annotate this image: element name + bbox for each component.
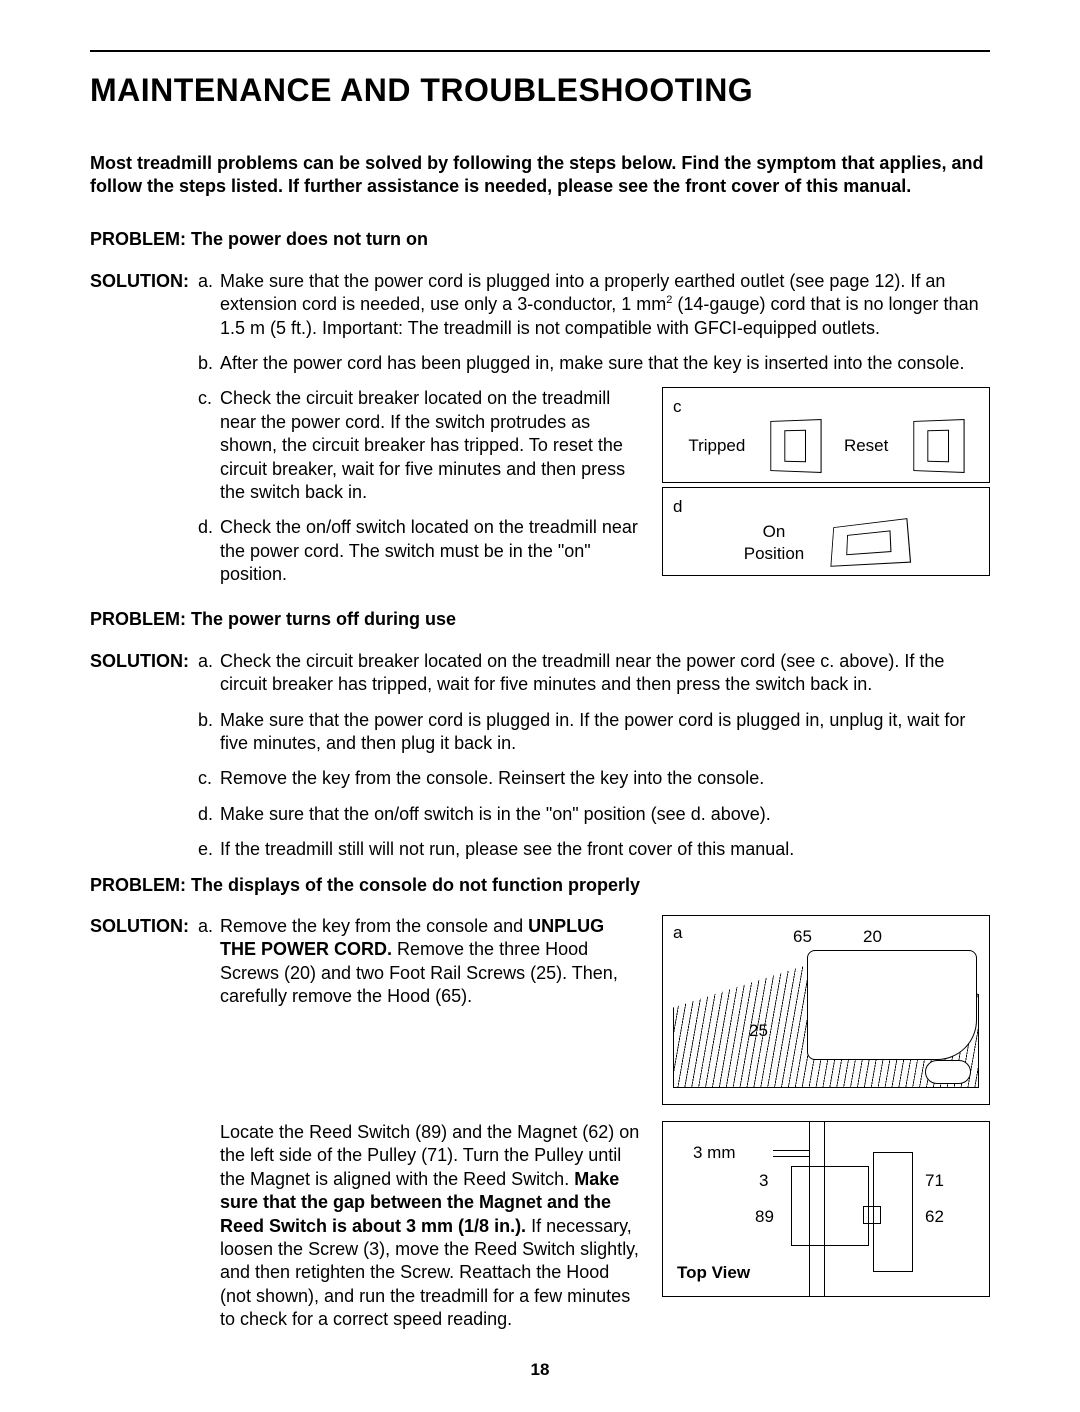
list-letter: b. xyxy=(198,352,220,375)
reset-switch-icon xyxy=(913,419,964,473)
tripped-switch-icon xyxy=(770,419,821,473)
problem3-solution-a: SOLUTION: a. Remove the key from the con… xyxy=(90,915,644,1009)
problem2-solution-e: e. If the treadmill still will not run, … xyxy=(90,838,990,861)
list-letter: c. xyxy=(198,767,220,790)
figure-tag: c xyxy=(673,396,979,418)
list-letter: c. xyxy=(198,387,220,504)
list-letter: e. xyxy=(198,838,220,861)
solution-text: Make sure that the power cord is plugged… xyxy=(220,270,990,340)
figure-tag: a xyxy=(673,922,682,944)
problem2-heading: PROBLEM: The power turns off during use xyxy=(90,608,990,631)
problem1-solution-b: b. After the power cord has been plugged… xyxy=(90,352,990,375)
text-line: Position xyxy=(744,543,804,565)
solution-text: Check the on/off switch located on the t… xyxy=(220,516,644,586)
list-letter: a. xyxy=(198,270,220,340)
solution-text: After the power cord has been plugged in… xyxy=(220,352,990,375)
top-rule xyxy=(90,50,990,52)
solution-text: Make sure that the on/off switch is in t… xyxy=(220,803,990,826)
solution-label: SOLUTION: xyxy=(90,650,198,697)
solution-text: Check the circuit breaker located on the… xyxy=(220,650,990,697)
list-letter: d. xyxy=(198,803,220,826)
solution-text: Remove the key from the console. Reinser… xyxy=(220,767,990,790)
solution-text: If the treadmill still will not run, ple… xyxy=(220,838,990,861)
list-letter: a. xyxy=(198,915,220,1009)
problem2-solution-a: SOLUTION: a. Check the circuit breaker l… xyxy=(90,650,990,697)
figure-title: Top View xyxy=(677,1262,750,1284)
gap-line-icon xyxy=(773,1156,809,1158)
solution-label: SOLUTION: xyxy=(90,270,198,340)
list-letter: d. xyxy=(198,516,220,586)
treadmill-roller-icon xyxy=(925,1060,971,1084)
gap-line-icon xyxy=(773,1150,809,1152)
figure-tag: d xyxy=(673,496,979,518)
intro-paragraph: Most treadmill problems can be solved by… xyxy=(90,152,990,199)
figure-top-view: 3 mm 3 71 89 62 Top View xyxy=(662,1121,990,1297)
problem3-paragraph-2: Locate the Reed Switch (89) and the Magn… xyxy=(220,1121,644,1332)
solution-text: Check the circuit breaker located on the… xyxy=(220,387,644,504)
problem1-solution-c: c. Check the circuit breaker located on … xyxy=(90,387,644,504)
problem1-heading: PROBLEM: The power does not turn on xyxy=(90,228,990,251)
problem2-solution-c: c. Remove the key from the console. Rein… xyxy=(90,767,990,790)
figure-a-hood: a 65 20 25 xyxy=(662,915,990,1105)
treadmill-hood-icon xyxy=(807,950,977,1060)
text-segment: Remove the key from the console and xyxy=(220,916,528,936)
problem3-block-b: Locate the Reed Switch (89) and the Magn… xyxy=(90,1121,990,1332)
problem1-solution-d: d. Check the on/off switch located on th… xyxy=(90,516,644,586)
on-switch-icon xyxy=(831,518,912,567)
page-title: MAINTENANCE AND TROUBLESHOOTING xyxy=(90,70,990,112)
problem2-solution-d: d. Make sure that the on/off switch is i… xyxy=(90,803,990,826)
list-letter: b. xyxy=(198,709,220,756)
problem1-cd-block: c. Check the circuit breaker located on … xyxy=(90,387,990,598)
callout-89: 89 xyxy=(755,1206,774,1228)
reed-bracket-icon xyxy=(791,1166,869,1246)
callout-71: 71 xyxy=(925,1170,944,1192)
figure-label-tripped: Tripped xyxy=(688,435,745,457)
figure-c: c Tripped Reset xyxy=(662,387,990,483)
figure-label-reset: Reset xyxy=(844,435,888,457)
solution-text: Remove the key from the console and UNPL… xyxy=(220,915,644,1009)
callout-3: 3 xyxy=(759,1170,768,1192)
callout-65: 65 xyxy=(793,926,812,948)
problem1-solution-a: SOLUTION: a. Make sure that the power co… xyxy=(90,270,990,340)
solution-label: SOLUTION: xyxy=(90,915,198,1009)
list-letter: a. xyxy=(198,650,220,697)
figure-label-on-position: On Position xyxy=(744,521,804,565)
callout-20: 20 xyxy=(863,926,882,948)
callout-62: 62 xyxy=(925,1206,944,1228)
problem2-solution-b: b. Make sure that the power cord is plug… xyxy=(90,709,990,756)
problem3-heading: PROBLEM: The displays of the console do … xyxy=(90,874,990,897)
solution-text: Make sure that the power cord is plugged… xyxy=(220,709,990,756)
figure-d: d On Position xyxy=(662,487,990,575)
page-number: 18 xyxy=(90,1359,990,1381)
figure-stack-cd: c Tripped Reset d On Position xyxy=(662,387,990,598)
problem3-block-a: SOLUTION: a. Remove the key from the con… xyxy=(90,915,990,1105)
text-line: On xyxy=(744,521,804,543)
callout-gap: 3 mm xyxy=(693,1142,736,1164)
magnet-icon xyxy=(863,1206,881,1224)
